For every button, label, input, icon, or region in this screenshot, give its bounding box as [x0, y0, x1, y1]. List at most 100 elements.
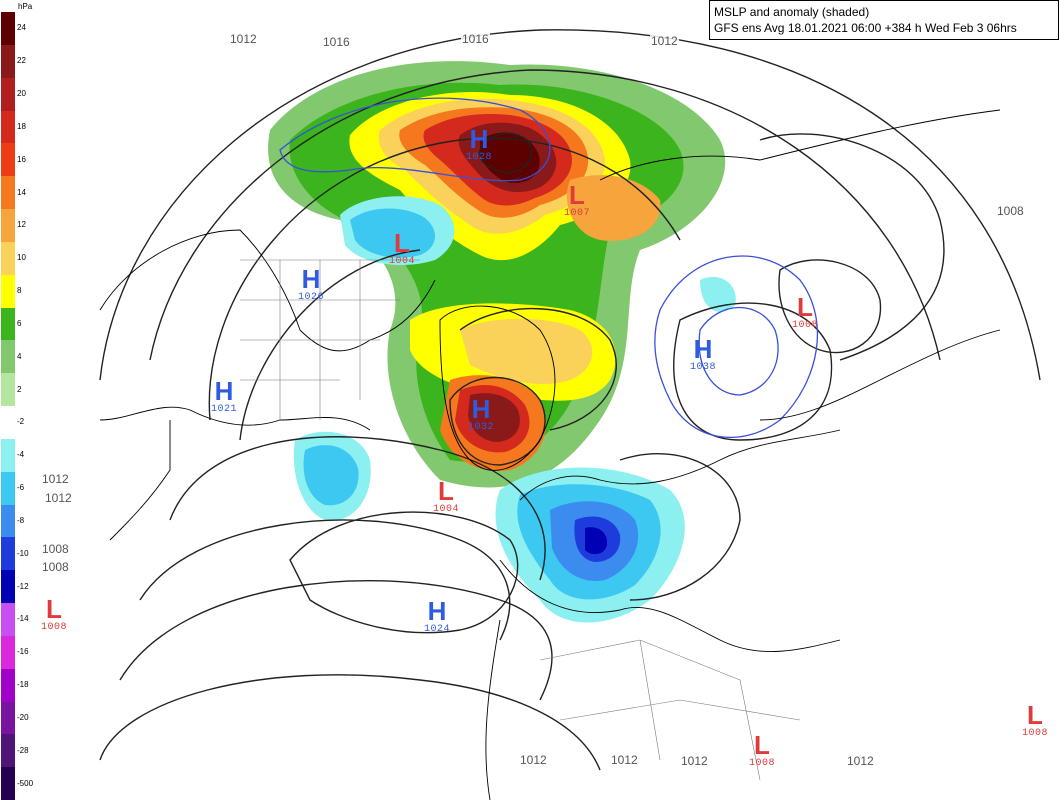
colorbar-label: 24 — [17, 23, 26, 33]
high-pressure-centre: H 1026 — [298, 266, 324, 303]
colorbar-swatch — [1, 241, 15, 275]
isobar-label: 1008 — [996, 204, 1025, 218]
colorbar-label: 10 — [17, 253, 26, 263]
colorbar-swatch — [1, 373, 15, 407]
isobar-label: 1012 — [650, 34, 679, 48]
colorbar-label: 20 — [17, 89, 26, 99]
colorbar-label: 4 — [17, 351, 22, 361]
high-isobars — [279, 97, 819, 439]
mslp-map — [99, 29, 1041, 800]
isobar-label: 1016 — [322, 35, 351, 49]
colorbar-swatch — [1, 701, 15, 735]
negative-anomaly-shading — [293, 196, 736, 623]
colorbar-swatch — [1, 471, 15, 505]
low-pressure-centre: L 1008 — [792, 294, 818, 331]
colorbar-swatch — [1, 635, 15, 669]
high-symbol: H — [214, 376, 234, 406]
colorbar-label: -6 — [17, 483, 25, 493]
pressure-value: 1004 — [432, 504, 460, 515]
high-pressure-centre: H 1028 — [466, 126, 492, 163]
pressure-value: 1008 — [1021, 728, 1049, 739]
isobar-label: 1012 — [610, 753, 639, 767]
isobar-label: 1012 — [41, 472, 70, 486]
colorbar-swatch — [1, 340, 15, 374]
colorbar-swatch — [1, 570, 15, 604]
coastlines — [99, 109, 1001, 800]
low-pressure-centre: L 1008 — [749, 732, 775, 769]
isobar-label: 1012 — [44, 491, 73, 505]
low-pressure-centre: L 1008 — [1022, 702, 1048, 739]
colorbar-label: -500 — [17, 778, 34, 788]
high-pressure-centre: H 1038 — [690, 336, 716, 373]
pressure-value: 1008 — [748, 758, 776, 769]
low-symbol: L — [569, 180, 585, 210]
colorbar-label: -18 — [17, 680, 29, 690]
colorbar-label: -28 — [17, 745, 29, 755]
high-symbol: H — [427, 596, 447, 626]
high-pressure-centre: H 1032 — [468, 396, 494, 433]
low-symbol: L — [1027, 700, 1043, 730]
isobar-label: 1016 — [461, 32, 490, 46]
colorbar-label: 22 — [17, 56, 26, 66]
low-symbol: L — [438, 476, 454, 506]
colorbar-swatch — [1, 438, 15, 472]
high-pressure-centre: H 1024 — [424, 598, 450, 635]
pressure-value: 1028 — [465, 152, 493, 163]
isobars — [99, 29, 1041, 771]
colorbar-swatch — [1, 274, 15, 308]
colorbar-label: -8 — [17, 515, 25, 525]
anomaly-colorbar: hPa 24 22 20 18 16 14 12 10 8 6 4 2 -2 -4 -6 -8 -10 -12 -1… — [0, 0, 40, 800]
isobar-label: 1012 — [519, 753, 548, 767]
high-symbol: H — [471, 394, 491, 424]
colorbar-label: 2 — [17, 384, 22, 394]
chart-run-info: GFS ens Avg 18.01.2021 06:00 +384 h Wed … — [714, 21, 1017, 35]
high-symbol: H — [469, 124, 489, 154]
low-pressure-centre: L 1004 — [389, 230, 415, 267]
colorbar-swatch — [1, 209, 15, 242]
pressure-value: 1008 — [791, 320, 819, 331]
colorbar-label: -12 — [17, 581, 29, 591]
low-symbol: L — [46, 594, 62, 624]
isobar-label: 1012 — [846, 754, 875, 768]
colorbar-swatch — [1, 767, 15, 800]
colorbar-label: 8 — [17, 286, 22, 296]
colorbar-label: -2 — [17, 417, 25, 427]
pressure-value: 1038 — [689, 362, 717, 373]
low-pressure-centre: L 1007 — [564, 182, 590, 219]
low-pressure-centre: L 1004 — [433, 478, 459, 515]
colorbar-swatch — [1, 734, 15, 768]
pressure-value: 1032 — [467, 422, 495, 433]
low-symbol: L — [754, 730, 770, 760]
colorbar-swatch — [1, 668, 15, 702]
isobar-label: 1008 — [41, 560, 70, 574]
low-symbol: L — [394, 228, 410, 258]
colorbar-label: -14 — [17, 614, 29, 624]
colorbar-swatch — [1, 12, 15, 45]
colorbar-swatch — [1, 406, 15, 439]
colorbar-swatch — [1, 110, 15, 144]
colorbar-label: 6 — [17, 318, 22, 328]
chart-title: MSLP and anomaly (shaded) — [714, 5, 870, 19]
colorbar-label: 18 — [17, 121, 26, 131]
pressure-value: 1008 — [40, 622, 68, 633]
colorbar-label: 12 — [17, 220, 26, 230]
colorbar-label: -4 — [17, 450, 25, 460]
colorbar-swatch — [1, 77, 15, 111]
isobar-label: 1012 — [229, 32, 258, 46]
pressure-value: 1026 — [297, 292, 325, 303]
isobar-label: 1012 — [680, 754, 709, 768]
colorbar-swatch — [1, 143, 15, 177]
chart-title-box: MSLP and anomaly (shaded) GFS ens Avg 18… — [709, 0, 1059, 40]
low-symbol: L — [797, 292, 813, 322]
pressure-value: 1024 — [423, 624, 451, 635]
anomaly-shading — [268, 61, 726, 488]
pressure-value: 1004 — [388, 256, 416, 267]
isobar-label: 1008 — [41, 542, 70, 556]
colorbar-label: 16 — [17, 154, 26, 164]
colorbar-unit: hPa — [18, 2, 33, 11]
high-pressure-centre: H 1021 — [211, 378, 237, 415]
colorbar-swatch — [1, 176, 15, 210]
colorbar-swatch — [1, 537, 15, 571]
colorbar-label: 14 — [17, 187, 26, 197]
colorbar-swatch — [1, 44, 15, 78]
